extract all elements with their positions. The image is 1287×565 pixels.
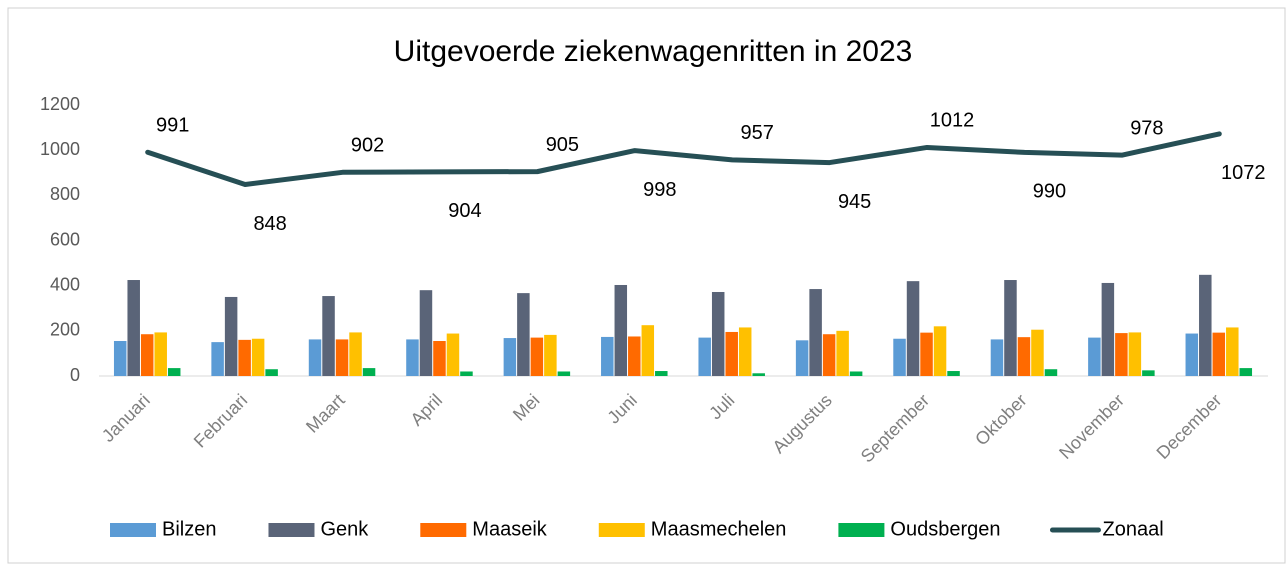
y-tick-label: 1200 <box>40 94 80 114</box>
bar <box>1212 332 1226 376</box>
data-label: 978 <box>1130 117 1163 139</box>
bar <box>711 291 725 376</box>
bar <box>349 332 362 376</box>
bar <box>517 293 530 376</box>
bar <box>224 296 238 376</box>
bar <box>1088 337 1101 376</box>
bar <box>752 373 765 376</box>
bar <box>1199 274 1212 376</box>
bar <box>990 339 1004 376</box>
bar <box>628 336 641 376</box>
data-label: 1072 <box>1221 162 1266 184</box>
chart-border <box>7 7 1286 564</box>
bar <box>211 342 224 376</box>
bar <box>641 325 655 376</box>
bar <box>849 371 863 376</box>
bar <box>655 371 668 376</box>
legend-label: Maaseik <box>472 518 547 540</box>
bar <box>544 334 557 376</box>
bar <box>822 334 836 376</box>
bar <box>1044 369 1058 376</box>
legend-swatch <box>420 523 467 537</box>
bar <box>406 339 419 376</box>
bar <box>795 340 809 376</box>
bar <box>614 284 628 376</box>
bar <box>836 330 849 376</box>
line <box>145 131 1222 187</box>
bar <box>809 289 822 376</box>
bar <box>738 327 752 376</box>
bar <box>1239 368 1253 376</box>
bar <box>251 338 265 376</box>
bar <box>893 338 906 376</box>
y-tick-label: 800 <box>50 184 80 204</box>
bar <box>265 369 278 376</box>
data-label: 904 <box>448 200 481 222</box>
legend-swatch <box>598 523 645 537</box>
bar <box>1031 329 1044 376</box>
bar <box>113 340 127 376</box>
y-tick-label: 200 <box>50 320 80 340</box>
data-label: 848 <box>253 213 286 235</box>
legend-swatch <box>110 523 156 537</box>
bar <box>460 371 473 376</box>
bar <box>167 368 181 376</box>
bar <box>1017 337 1031 376</box>
legend-label: Maasmechelen <box>651 518 787 540</box>
bar <box>725 331 738 376</box>
legend-label: Genk <box>320 518 369 540</box>
bar <box>362 368 376 376</box>
y-tick-label: 0 <box>70 365 80 385</box>
legend-label: Bilzen <box>162 518 216 540</box>
data-label: 945 <box>838 191 871 213</box>
bar <box>1142 370 1155 376</box>
bar <box>419 290 433 376</box>
bar <box>1128 332 1142 376</box>
bar <box>947 371 960 376</box>
bar <box>503 338 517 376</box>
bar <box>920 332 933 376</box>
bar <box>1101 282 1115 376</box>
bar <box>933 326 947 376</box>
bar <box>698 337 711 376</box>
data-label: 902 <box>351 135 384 157</box>
bar <box>1226 327 1239 376</box>
bar <box>530 337 544 376</box>
bar <box>335 339 349 376</box>
bar <box>322 296 335 376</box>
bar <box>1185 333 1199 376</box>
data-label: 990 <box>1033 181 1066 203</box>
data-label: 991 <box>156 114 189 136</box>
bar <box>557 371 571 376</box>
bar <box>238 339 251 376</box>
y-tick-label: 400 <box>50 274 80 294</box>
bar <box>601 336 614 376</box>
y-tick-label: 1000 <box>40 139 80 159</box>
bar <box>433 340 446 376</box>
data-label: 998 <box>643 179 676 201</box>
bar <box>154 332 167 376</box>
bar <box>1115 333 1128 376</box>
data-label: 905 <box>546 134 579 156</box>
bar <box>906 281 920 376</box>
data-label: 957 <box>741 122 774 144</box>
bar <box>140 334 154 376</box>
legend-swatch <box>838 523 885 537</box>
bar <box>446 333 460 376</box>
bar <box>308 339 322 376</box>
bar <box>127 280 140 376</box>
legend-label: Zonaal <box>1102 518 1163 540</box>
legend-swatch <box>268 523 315 537</box>
y-tick-label: 600 <box>50 229 80 249</box>
legend-label: Oudsbergen <box>890 518 1000 540</box>
chart-title: Uitgevoerde ziekenwagenritten in 2023 <box>394 35 913 68</box>
bar <box>1004 280 1017 376</box>
data-label: 1012 <box>930 110 975 132</box>
